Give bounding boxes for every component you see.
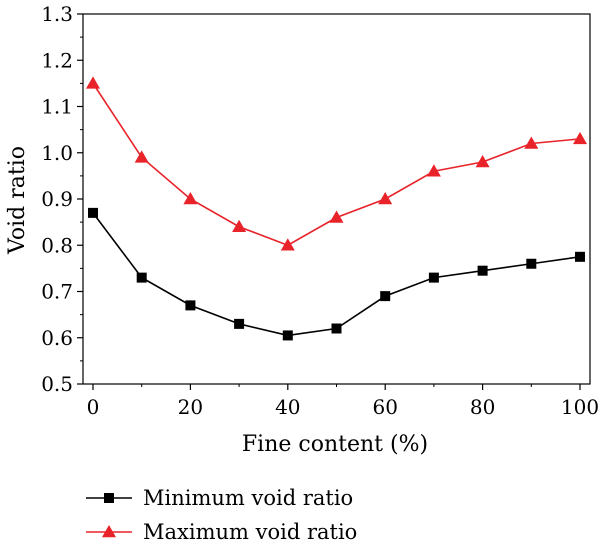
x-axis-label: Fine content (%) (242, 432, 428, 457)
y-tick-label: 0.6 (41, 326, 73, 350)
data-point (136, 272, 147, 283)
x-tick-label: 80 (470, 395, 495, 419)
data-point (280, 238, 295, 251)
y-tick-label: 1.0 (41, 141, 73, 165)
y-tick-label: 0.5 (41, 372, 73, 396)
data-point (426, 164, 441, 177)
data-point (524, 136, 539, 149)
legend-item: Minimum void ratio (86, 486, 353, 510)
legend: Minimum void ratio Maximum void ratio (86, 486, 357, 544)
legend-label: Maximum void ratio (143, 520, 357, 544)
data-point (282, 330, 293, 341)
y-tick-label: 0.7 (41, 280, 73, 304)
data-point (329, 210, 344, 223)
data-point (331, 323, 342, 334)
data-point (428, 272, 439, 283)
data-point (234, 318, 245, 329)
series-line (92, 212, 581, 337)
data-point (477, 265, 488, 276)
data-point (88, 207, 98, 218)
legend-marker (104, 493, 114, 503)
y-tick-label: 0.8 (41, 233, 73, 257)
data-point (86, 76, 100, 89)
legend-marker (102, 525, 116, 538)
data-point (134, 150, 149, 163)
data-point (378, 192, 393, 205)
y-tick-label: 1.3 (41, 2, 73, 26)
data-point (380, 291, 391, 302)
x-tick-label: 60 (372, 395, 397, 419)
data-point (526, 258, 537, 269)
legend-label: Minimum void ratio (143, 486, 353, 510)
x-tick-label: 0 (87, 395, 100, 419)
x-tick-label: 20 (178, 395, 203, 419)
data-point (475, 155, 490, 168)
y-tick-label: 0.9 (41, 187, 73, 211)
series-maximum (86, 76, 587, 251)
x-tick-label: 100 (561, 395, 599, 419)
y-tick-label: 1.1 (41, 95, 73, 119)
legend-item: Maximum void ratio (86, 520, 357, 544)
data-point (575, 251, 585, 262)
x-tick-label: 40 (275, 395, 300, 419)
data-point (183, 192, 198, 205)
y-tick-label: 1.2 (41, 48, 73, 72)
data-point (185, 300, 196, 311)
series-minimum (88, 207, 585, 341)
axes: 0.5 0.6 0.7 0.8 0.9 1.0 1.1 1.2 1.3 0 20 40 60 80 100 (41, 2, 599, 419)
data-point (232, 219, 247, 232)
y-axis-label: Void ratio (5, 146, 30, 255)
series-layer (86, 76, 587, 341)
data-point (573, 131, 587, 145)
